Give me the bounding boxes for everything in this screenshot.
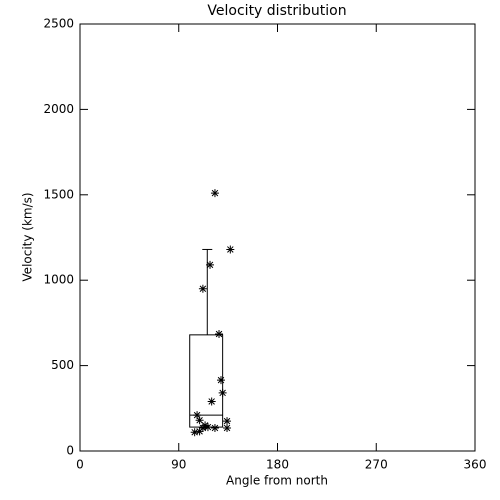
point (210, 423, 219, 432)
x-tick-label: 180 (266, 458, 289, 472)
y-tick-label: 2500 (43, 17, 74, 31)
point (195, 416, 204, 425)
point (195, 427, 204, 436)
y-tick-label: 500 (51, 358, 74, 372)
point (216, 376, 225, 385)
point (206, 260, 215, 269)
y-tick-label: 2000 (43, 102, 74, 116)
point (210, 189, 219, 198)
y-tick-label: 0 (66, 444, 74, 458)
point (203, 423, 212, 432)
chart-title: Velocity distribution (207, 3, 346, 19)
x-tick-label: 270 (365, 458, 388, 472)
point (223, 417, 232, 426)
point (218, 388, 227, 397)
plot-frame (79, 23, 476, 452)
x-tick-label: 0 (76, 458, 84, 472)
point (207, 397, 216, 406)
x-tick-label: 90 (171, 458, 186, 472)
point (223, 423, 232, 432)
point (190, 428, 199, 437)
y-tick-label: 1000 (43, 273, 74, 287)
point (226, 245, 235, 254)
point (198, 284, 207, 293)
point (215, 330, 224, 339)
y-tick-label: 1500 (43, 187, 74, 201)
x-axis-label: Angle from north (226, 474, 328, 488)
y-axis-label: Velocity (km/s) (21, 192, 35, 281)
point (193, 411, 202, 420)
point (198, 423, 207, 432)
x-tick-label: 360 (464, 458, 487, 472)
